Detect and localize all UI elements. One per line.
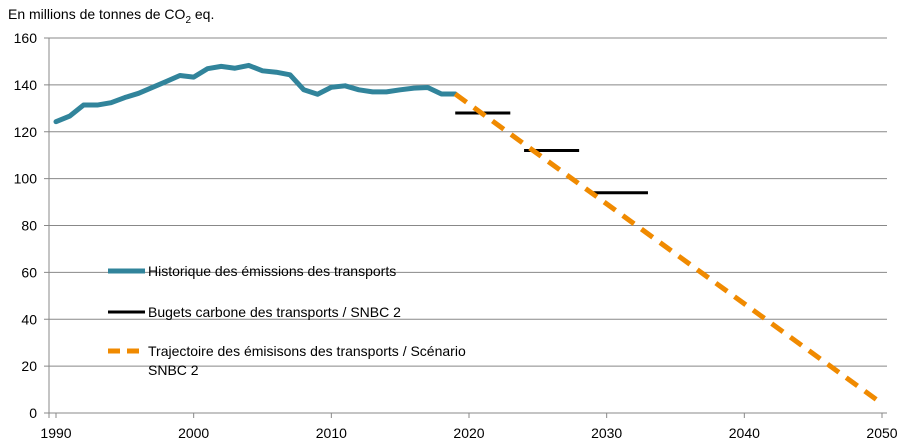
y-tick-label: 120 bbox=[14, 124, 38, 140]
x-tick-label: 2030 bbox=[591, 425, 622, 441]
y-tick-label: 140 bbox=[14, 77, 38, 93]
x-tick-label: 2020 bbox=[453, 425, 484, 441]
x-tick-label: 2050 bbox=[866, 425, 897, 441]
y-tick-label: 40 bbox=[21, 311, 37, 327]
x-tick-label: 1990 bbox=[40, 425, 71, 441]
y-tick-label: 60 bbox=[21, 264, 37, 280]
legend: Historique des émissions des transports … bbox=[108, 263, 466, 378]
y-tick-label: 20 bbox=[21, 358, 37, 374]
legend-label-budgets: Bugets carbone des transports / SNBC 2 bbox=[148, 304, 401, 320]
series-line-historique bbox=[53, 62, 458, 125]
legend-label-trajectoire-line2: SNBC 2 bbox=[148, 362, 199, 378]
y-tick-label: 0 bbox=[29, 405, 37, 421]
y-tick-label: 160 bbox=[14, 30, 38, 46]
y-tick-label: 100 bbox=[14, 171, 38, 187]
legend-label-historique: Historique des émissions des transports bbox=[148, 263, 396, 279]
series-line-trajectoire bbox=[453, 91, 884, 406]
x-tick-label: 2000 bbox=[178, 425, 209, 441]
legend-label-trajectoire: Trajectoire des émisisons des transports… bbox=[148, 343, 466, 359]
x-tick-label: 2010 bbox=[316, 425, 347, 441]
x-tick-label: 2040 bbox=[729, 425, 760, 441]
y-tick-label: 80 bbox=[21, 218, 37, 234]
y-axis-label: En millions de tonnes de CO2 eq. bbox=[8, 6, 214, 26]
